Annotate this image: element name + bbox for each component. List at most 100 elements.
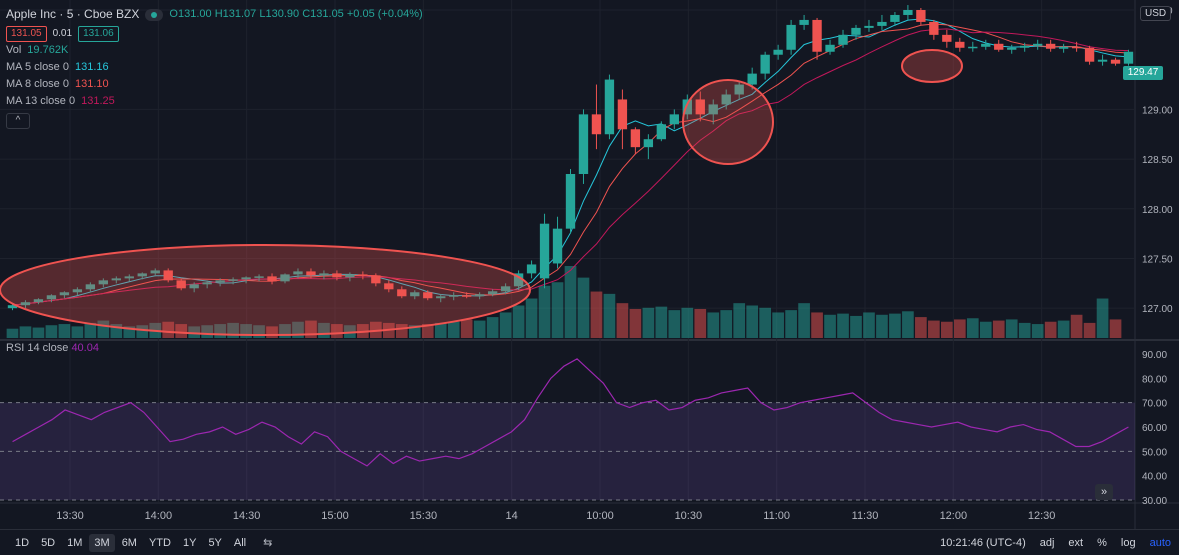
candle-body: [682, 99, 692, 115]
chart-canvas[interactable]: 13:30 14:00 14:30 15:00 15:30 14 10:00 10:30 11:…: [0, 0, 1179, 529]
ext-toggle[interactable]: ext: [1068, 536, 1084, 549]
rsi-label[interactable]: RSI 14 close: [6, 342, 69, 354]
currency-label[interactable]: USD: [1140, 6, 1172, 21]
timeframe-1y[interactable]: 1Y: [182, 536, 197, 549]
candle-body: [786, 24, 796, 50]
timeframe-ytd[interactable]: YTD: [148, 536, 171, 549]
candle-body: [436, 296, 446, 299]
scroll-to-realtime-button[interactable]: »: [1095, 484, 1113, 500]
candle-body: [617, 99, 628, 130]
candle-body: [643, 139, 654, 148]
timeframe-all[interactable]: All: [233, 536, 247, 549]
candle-body: [1071, 46, 1082, 49]
candle-body: [552, 228, 563, 264]
clock[interactable]: 10:21:46 (UTC-4): [940, 536, 1026, 549]
bid-price-badge[interactable]: 131.05: [6, 25, 47, 42]
timeframe-1m[interactable]: 1M: [67, 536, 83, 549]
candle-body: [656, 124, 667, 140]
candle-body: [111, 278, 121, 281]
volume-bar: [1031, 324, 1044, 338]
candle-body: [773, 49, 783, 55]
candle-body: [163, 270, 173, 281]
vol-label: Vol: [6, 44, 22, 56]
rsi-value: 40.04: [71, 342, 99, 354]
candle-body: [1033, 43, 1043, 46]
candle-body: [332, 273, 342, 278]
volume-bar: [110, 324, 123, 338]
ma13-label[interactable]: MA 13 close 0: [6, 95, 76, 107]
candle-body: [72, 289, 83, 293]
symbol-title[interactable]: Apple Inc · 5 · Cboe BZX: [6, 7, 140, 21]
ma-13-line: [12, 28, 1129, 306]
candle-body: [267, 276, 277, 282]
volume-bar: [473, 320, 486, 338]
candle-body: [410, 292, 420, 297]
adj-toggle[interactable]: adj: [1039, 536, 1055, 549]
x-tick-label: 10:00: [586, 510, 614, 522]
candle-body: [345, 274, 355, 278]
timeframe-6m[interactable]: 6M: [121, 536, 137, 549]
candle-body: [150, 270, 160, 274]
volume-bar: [201, 325, 213, 338]
volume-bar: [331, 324, 343, 338]
volume-bar: [668, 310, 681, 338]
collapse-legend-button[interactable]: ^: [6, 113, 30, 129]
market-status-toggle[interactable]: [145, 8, 164, 21]
volume-bar: [525, 298, 538, 338]
percent-toggle[interactable]: %: [1097, 536, 1107, 549]
candle-body: [539, 223, 550, 279]
volume-bar: [551, 282, 564, 338]
volume-bar: [837, 313, 849, 338]
ask-price-badge[interactable]: 131.06: [78, 25, 119, 42]
volume-bar: [6, 328, 19, 338]
volume-bar: [902, 311, 914, 338]
candle-body: [1123, 51, 1134, 64]
date-range-icon[interactable]: ⇆: [263, 537, 273, 549]
auto-toggle[interactable]: auto: [1149, 536, 1171, 549]
candle-body: [812, 19, 822, 52]
candle-body: [734, 84, 744, 95]
price-tick-label: 128.50: [1142, 155, 1173, 166]
candle-body: [929, 21, 939, 35]
volume-bar: [136, 325, 149, 338]
volume-bar: [266, 326, 278, 338]
timeframe-3m[interactable]: 3M: [89, 533, 115, 552]
volume-bar: [603, 293, 616, 338]
last-price-tag: 129.47: [1123, 66, 1163, 80]
price-tick-label: 128.00: [1142, 205, 1173, 216]
volume-bar: [824, 314, 836, 338]
candle-body: [825, 44, 835, 52]
ma8-label[interactable]: MA 8 close 0: [6, 78, 69, 90]
chart-legend: Apple Inc · 5 · Cboe BZX O131.00 H131.07…: [6, 6, 423, 129]
log-toggle[interactable]: log: [1120, 536, 1136, 549]
timeframe-5y[interactable]: 5Y: [208, 536, 222, 549]
candle-body: [747, 73, 757, 85]
candle-body: [903, 10, 913, 15]
volume-bar: [71, 326, 84, 338]
volume-bar: [850, 315, 862, 338]
candle-body: [916, 10, 926, 22]
volume-bar: [344, 325, 356, 338]
candle-body: [760, 54, 770, 74]
market-open-icon: [151, 11, 158, 18]
volume-bar: [785, 310, 797, 338]
volume-bar: [681, 307, 694, 338]
ma5-label[interactable]: MA 5 close 0: [6, 61, 69, 73]
volume-bar: [966, 318, 979, 338]
candle-body: [241, 277, 251, 280]
volume-bar: [564, 266, 577, 338]
ma-8-line: [12, 23, 1129, 306]
volume-bar: [1018, 322, 1031, 338]
volume-bar: [577, 277, 590, 338]
volume-bar: [1083, 322, 1096, 338]
candle-body: [721, 94, 731, 105]
volume-bar: [447, 321, 460, 338]
volume-bar: [421, 324, 434, 338]
volume-bar: [720, 310, 733, 338]
timeframe-1d[interactable]: 1D: [15, 536, 30, 549]
timeframe-5d[interactable]: 5D: [41, 536, 56, 549]
ohlc-values: O131.00 H131.07 L130.90 C131.05 +0.05 (+…: [169, 8, 423, 20]
rsi-tick-label: 80.00: [1142, 374, 1167, 385]
volume-bar: [240, 324, 252, 338]
x-tick-label: 11:00: [763, 510, 790, 522]
